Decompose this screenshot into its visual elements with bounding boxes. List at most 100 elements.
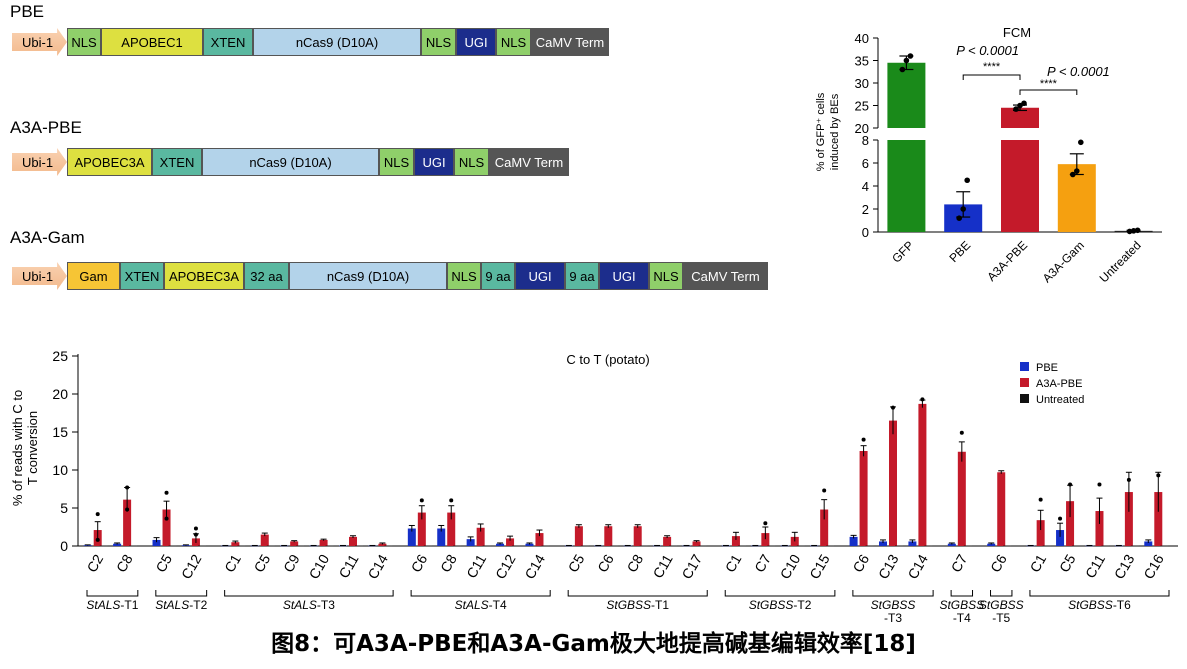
y-axis-label-line1: % of GFP⁺ cells bbox=[815, 92, 827, 171]
bar bbox=[987, 543, 996, 546]
x-tick-label: C14 bbox=[364, 551, 391, 581]
group-label: StGBSS bbox=[939, 598, 984, 612]
bar bbox=[237, 545, 246, 547]
x-tick-label: C11 bbox=[463, 551, 489, 581]
bar bbox=[512, 545, 521, 547]
bar bbox=[99, 545, 108, 547]
data-point bbox=[125, 485, 130, 490]
group-bracket bbox=[990, 590, 1013, 597]
y-tick-label: 0 bbox=[862, 225, 869, 240]
bar bbox=[506, 538, 515, 546]
group-bracket bbox=[724, 590, 836, 597]
construct-segment: UGI bbox=[599, 262, 649, 290]
construct-segment: NLS bbox=[67, 28, 101, 56]
bar bbox=[496, 543, 505, 546]
y-tick-label: 15 bbox=[52, 424, 68, 440]
x-tick-label: C13 bbox=[1111, 551, 1138, 581]
data-point bbox=[960, 206, 966, 212]
bar-upper bbox=[1001, 107, 1039, 128]
bar bbox=[453, 545, 462, 547]
bar bbox=[859, 451, 868, 546]
x-tick-label: C2 bbox=[83, 551, 106, 575]
bar bbox=[1095, 511, 1104, 546]
bar bbox=[325, 545, 334, 547]
bar bbox=[1042, 545, 1051, 547]
construct-segment: 32 aa bbox=[244, 262, 289, 290]
bar bbox=[580, 545, 589, 547]
x-tick-label: C10 bbox=[777, 551, 804, 581]
bar bbox=[895, 545, 903, 547]
construct-segment: NLS bbox=[379, 148, 414, 176]
x-tick-label: C11 bbox=[335, 551, 361, 581]
x-tick-label: GFP bbox=[889, 238, 916, 265]
data-point bbox=[164, 516, 169, 521]
figure-caption: 图8：可A3A-PBE和A3A-Gam极大地提高碱基编辑效率[18] bbox=[271, 631, 916, 657]
x-tick-label: C14 bbox=[521, 551, 548, 581]
data-point bbox=[1078, 139, 1084, 146]
y-tick-label: 20 bbox=[52, 386, 68, 402]
x-tick-label: C12 bbox=[178, 551, 205, 581]
x-tick-label: C14 bbox=[904, 551, 931, 581]
data-point bbox=[419, 498, 424, 503]
group-label-gene: StALS bbox=[455, 598, 489, 612]
x-tick-label: C1 bbox=[221, 551, 244, 575]
bar bbox=[296, 545, 305, 547]
fcm-bar-chart: FCM 0 2 4 6 820 25 30 35 40 % of GFP⁺ cells induced… bbox=[815, 25, 1162, 285]
bar bbox=[1056, 530, 1065, 546]
bar bbox=[129, 545, 138, 547]
construct-name: A3A-PBE bbox=[10, 118, 82, 137]
data-point bbox=[1070, 171, 1076, 178]
bar-lower bbox=[887, 140, 926, 232]
group-label: StGBSS-T6 bbox=[1068, 598, 1131, 612]
bar bbox=[482, 545, 491, 547]
construct-segment: Gam bbox=[67, 262, 120, 290]
bar bbox=[669, 545, 678, 547]
group-bracket bbox=[86, 590, 139, 597]
x-tick-label: C5 bbox=[251, 551, 274, 575]
y-tick-label: 2 bbox=[862, 202, 869, 217]
x-tick-label: C5 bbox=[1056, 551, 1079, 575]
bar bbox=[260, 534, 269, 546]
group-label-gene: StALS bbox=[283, 598, 317, 612]
bar bbox=[152, 539, 161, 546]
bar bbox=[1003, 545, 1012, 547]
bar bbox=[767, 545, 776, 547]
bar bbox=[437, 528, 446, 546]
legend-label: Untreated bbox=[1036, 394, 1084, 406]
group-label-suffix: -T4 bbox=[489, 598, 507, 612]
data-point bbox=[920, 397, 925, 402]
data-point bbox=[1021, 100, 1027, 107]
bar bbox=[1036, 520, 1045, 546]
construct-segment: UGI bbox=[414, 148, 454, 176]
y-axis-label: % of reads with C toT conversion bbox=[10, 390, 40, 506]
significance-stars: **** bbox=[983, 61, 1001, 73]
bar bbox=[290, 541, 299, 546]
construct-segment: APOBEC1 bbox=[101, 28, 203, 56]
x-tick-label: C7 bbox=[751, 551, 774, 575]
bar bbox=[1130, 545, 1139, 547]
group-label-suffix: -T4 bbox=[953, 611, 971, 622]
bar bbox=[476, 527, 485, 546]
data-point bbox=[964, 177, 970, 184]
bar bbox=[466, 539, 475, 546]
x-tick-label: C9 bbox=[280, 551, 303, 575]
group-label-gene: StGBSS bbox=[939, 598, 984, 612]
data-point bbox=[95, 512, 100, 517]
group-label-gene: StGBSS bbox=[606, 598, 651, 612]
data-point bbox=[1134, 227, 1141, 234]
bar bbox=[997, 472, 1006, 546]
bar bbox=[541, 545, 550, 547]
y-tick-label: 40 bbox=[855, 31, 869, 46]
group-bracket bbox=[567, 590, 708, 597]
data-point bbox=[763, 521, 768, 526]
bar-lower bbox=[1001, 140, 1039, 232]
x-tick-label: C12 bbox=[492, 551, 519, 581]
bar bbox=[197, 545, 206, 547]
group-bracket bbox=[950, 590, 974, 597]
bar bbox=[731, 536, 740, 546]
x-tick-label: C5 bbox=[152, 551, 175, 575]
bar bbox=[355, 545, 363, 547]
data-point bbox=[1126, 477, 1131, 482]
x-tick-label: C1 bbox=[722, 551, 745, 575]
bar bbox=[525, 543, 534, 546]
